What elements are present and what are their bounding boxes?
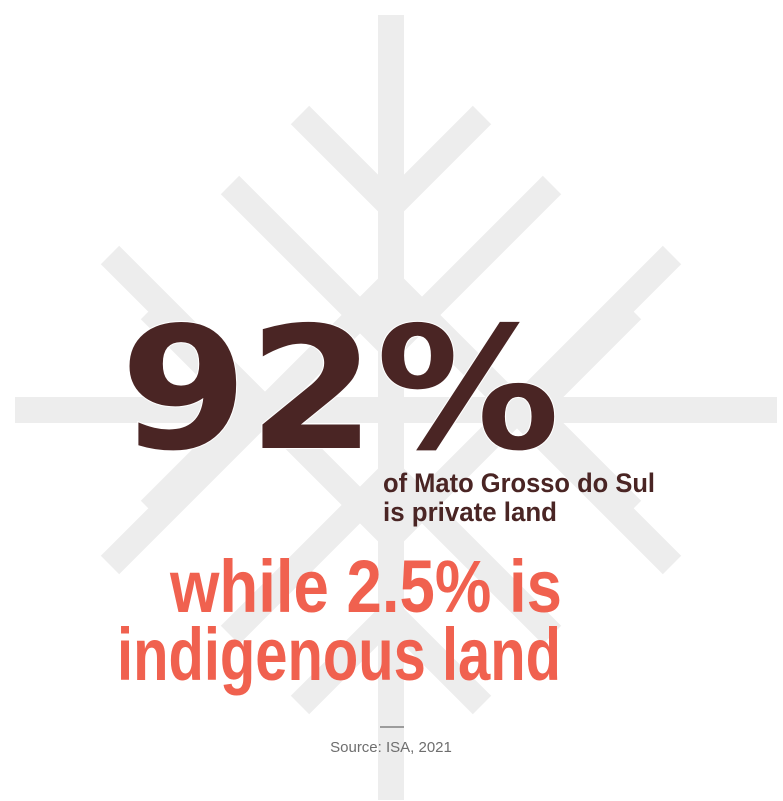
headline-line: of Mato Grosso do Sul <box>383 468 655 498</box>
background-emblem <box>15 15 777 800</box>
contrast-line: indigenous land <box>117 613 561 696</box>
headline-line: is private land <box>383 497 557 527</box>
headline-figure: 92% <box>120 291 560 489</box>
source: Source: ISA, 2021 <box>330 739 452 756</box>
contrast-line: while 2.5% is <box>169 545 562 628</box>
